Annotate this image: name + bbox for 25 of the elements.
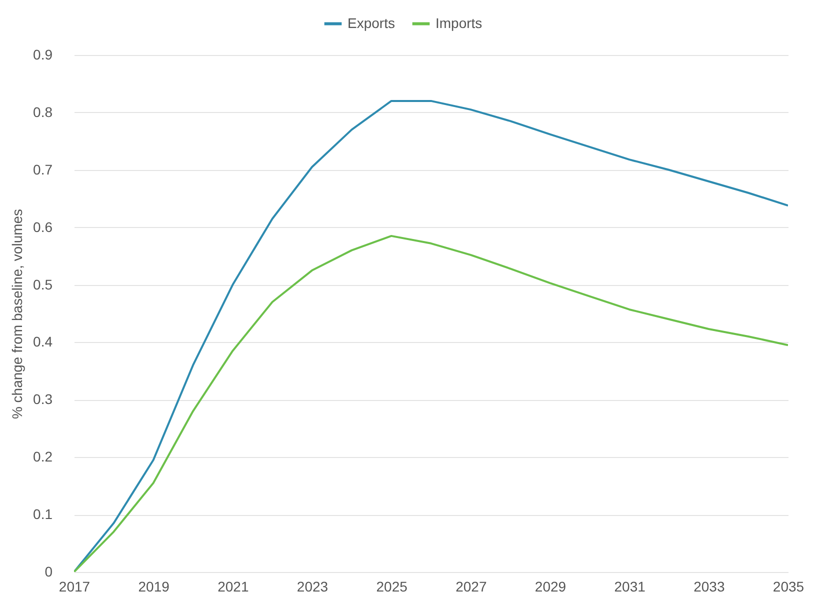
x-tick-label: 2017 bbox=[58, 578, 90, 594]
x-tick-label: 2025 bbox=[376, 578, 408, 594]
y-tick-label: 0.3 bbox=[33, 391, 53, 408]
y-tick-label: 0.9 bbox=[33, 46, 53, 62]
line-series bbox=[74, 234, 788, 572]
x-tick-label: 2031 bbox=[614, 578, 646, 594]
x-tick-label: 2035 bbox=[772, 578, 804, 594]
x-tick-label: 2023 bbox=[296, 578, 328, 594]
x-tick-label: 2027 bbox=[456, 578, 487, 594]
legend-label: Imports bbox=[436, 14, 482, 31]
y-tick-label: 0 bbox=[44, 564, 53, 580]
y-axis-title: % change from baseline, volumes bbox=[9, 208, 26, 420]
y-tick-label: 0.4 bbox=[33, 334, 53, 350]
x-tick-label: 2019 bbox=[138, 578, 170, 594]
y-tick-label: 0.8 bbox=[33, 104, 53, 120]
x-tick-label: 2029 bbox=[534, 578, 566, 594]
y-tick-label: 0.5 bbox=[33, 276, 53, 292]
y-tick-label: 0.7 bbox=[33, 161, 53, 178]
x-tick-label: 2033 bbox=[694, 578, 725, 594]
x-tick-label: 2021 bbox=[218, 578, 249, 594]
line-series bbox=[74, 100, 788, 572]
y-tick-label: 0.2 bbox=[33, 448, 53, 465]
y-tick-label: 0.6 bbox=[33, 218, 53, 235]
legend-label: Exports bbox=[348, 14, 395, 31]
y-tick-label: 0.1 bbox=[33, 506, 53, 522]
